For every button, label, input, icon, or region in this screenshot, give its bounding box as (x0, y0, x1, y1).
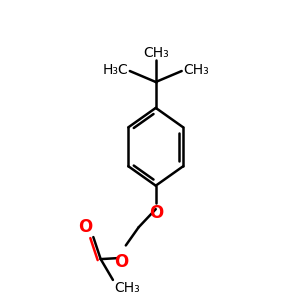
Text: O: O (78, 218, 92, 236)
Text: O: O (148, 204, 163, 222)
Text: CH₃: CH₃ (143, 46, 169, 59)
Text: CH₃: CH₃ (183, 63, 209, 77)
Text: H₃C: H₃C (103, 63, 128, 77)
Text: O: O (114, 253, 129, 271)
Text: CH₃: CH₃ (114, 281, 140, 296)
